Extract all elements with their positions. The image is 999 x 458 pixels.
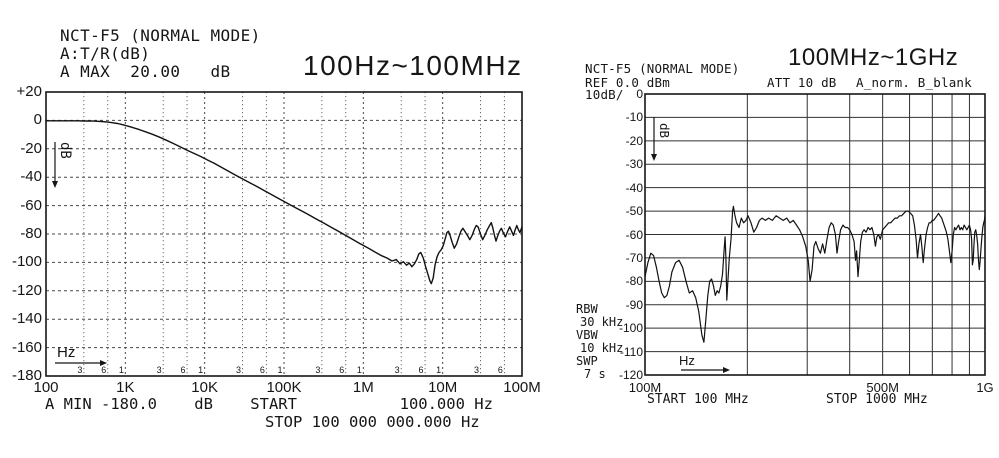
minor-scale-label: 3 — [157, 365, 162, 375]
x-tick-label: 1M — [352, 379, 374, 396]
x-tick-label: 100M — [503, 379, 541, 396]
right-scale-per-div-label: 10dB/ — [585, 87, 624, 102]
right-swp-value: 7 s — [584, 367, 606, 381]
minor-scale-label: 3 — [77, 365, 82, 375]
hz-unit-label: Hz — [57, 344, 75, 361]
minor-scale-label: 1 — [277, 365, 282, 375]
y-tick-label: 0 — [33, 111, 42, 129]
left-device-mode-line: NCT-F5 (NORMAL MODE) — [60, 26, 261, 45]
y-tick-label: -110 — [619, 344, 643, 359]
minor-scale-label: 6 — [339, 365, 344, 375]
hz-unit-label: Hz — [679, 353, 695, 368]
right-attenuation-label: ATT 10 dB — [767, 75, 837, 90]
y-tick-label: 0 — [636, 87, 643, 101]
db-arrowhead-icon — [651, 154, 657, 161]
y-tick-label: -180 — [11, 367, 42, 384]
y-tick-label: -20 — [20, 139, 42, 157]
y-tick-label: -20 — [625, 133, 643, 148]
minor-scale-label: 6 — [181, 365, 186, 375]
y-tick-label: -60 — [625, 227, 643, 242]
trace-path — [45, 120, 523, 285]
x-tick-label: 100M — [628, 380, 662, 395]
plot-border — [644, 93, 986, 376]
minor-scale-label: 3 — [236, 365, 241, 375]
trace-path — [644, 205, 986, 343]
minor-scale-label: 3 — [315, 365, 320, 375]
y-tick-label: -40 — [20, 168, 42, 186]
minor-scale-label: 1 — [198, 365, 203, 375]
db-unit-label: dB — [657, 123, 672, 138]
x-tick-label: 100K — [266, 379, 302, 396]
x-tick-label: 500M — [866, 380, 899, 395]
left-stop-line: STOP 100 000 000.000 Hz — [265, 413, 480, 431]
hz-arrowhead-icon — [723, 367, 730, 373]
left-a-max-line: A MAX 20.00 dB — [60, 62, 231, 81]
y-tick-label: -50 — [625, 204, 643, 219]
x-tick-label: 1G — [976, 380, 994, 395]
right-rbw-value: 30 kHz — [580, 315, 624, 329]
left-channel-label-line: A:T/R(dB) — [60, 44, 151, 63]
y-tick-label: -140 — [11, 310, 42, 328]
y-tick-label: -60 — [20, 196, 42, 214]
right-trace-mode-label: A_norm. B_blank — [856, 75, 972, 90]
y-tick-label: -30 — [625, 157, 643, 172]
y-tick-label: -80 — [625, 274, 643, 289]
y-tick-label: -70 — [625, 250, 643, 265]
minor-scale-label: 6 — [498, 365, 503, 375]
y-tick-label: -40 — [625, 180, 643, 195]
y-tick-label: -80 — [20, 225, 42, 242]
x-tick-label: 1K — [116, 379, 135, 396]
right-chart-title: 100MHz~1GHz — [788, 44, 959, 71]
plot-border — [45, 91, 523, 377]
y-tick-label: -10 — [625, 110, 643, 125]
x-tick-label: 10M — [428, 379, 458, 396]
minor-scale-label: 6 — [419, 365, 424, 375]
right-start-freq-label: START 100 MHz — [647, 392, 749, 407]
minor-scale-label: 6 — [260, 365, 265, 375]
minor-scale-label: 1 — [119, 365, 124, 375]
y-tick-label: +20 — [16, 83, 42, 100]
y-tick-label: -160 — [11, 338, 42, 356]
y-tick-label: -100 — [11, 253, 42, 271]
right-vbw-label: VBW — [576, 328, 598, 342]
hz-arrowhead-icon — [100, 360, 107, 366]
minor-scale-label: 1 — [357, 365, 362, 375]
x-tick-label: 10K — [191, 379, 218, 396]
minor-scale-label: 1 — [436, 365, 441, 375]
right-stop-freq-label: STOP 1000 MHz — [826, 392, 928, 407]
x-tick-label: 100 — [33, 379, 59, 396]
y-tick-label: -100 — [618, 321, 643, 336]
left-chart-title: 100Hz~100MHz — [303, 50, 523, 81]
right-swp-label: SWP — [576, 354, 598, 368]
db-unit-label: dB — [57, 142, 73, 159]
minor-scale-label: 3 — [474, 365, 479, 375]
y-tick-label: -120 — [618, 368, 643, 382]
right-device-mode-line: NCT-F5 (NORMAL MODE) — [585, 61, 740, 76]
db-arrowhead-icon — [52, 181, 58, 188]
minor-scale-label: 3 — [395, 365, 400, 375]
left-a-min-start-line: A MIN -180.0 dB START 100.000 Hz — [45, 395, 493, 413]
right-ref-level-label: REF 0.0 dBm — [585, 75, 670, 90]
y-tick-label: -90 — [625, 297, 643, 312]
y-tick-label: -120 — [11, 281, 42, 299]
minor-scale-label: 6 — [101, 365, 106, 375]
right-vbw-value: 10 kHz — [580, 341, 624, 355]
right-rbw-label: RBW — [576, 302, 598, 316]
